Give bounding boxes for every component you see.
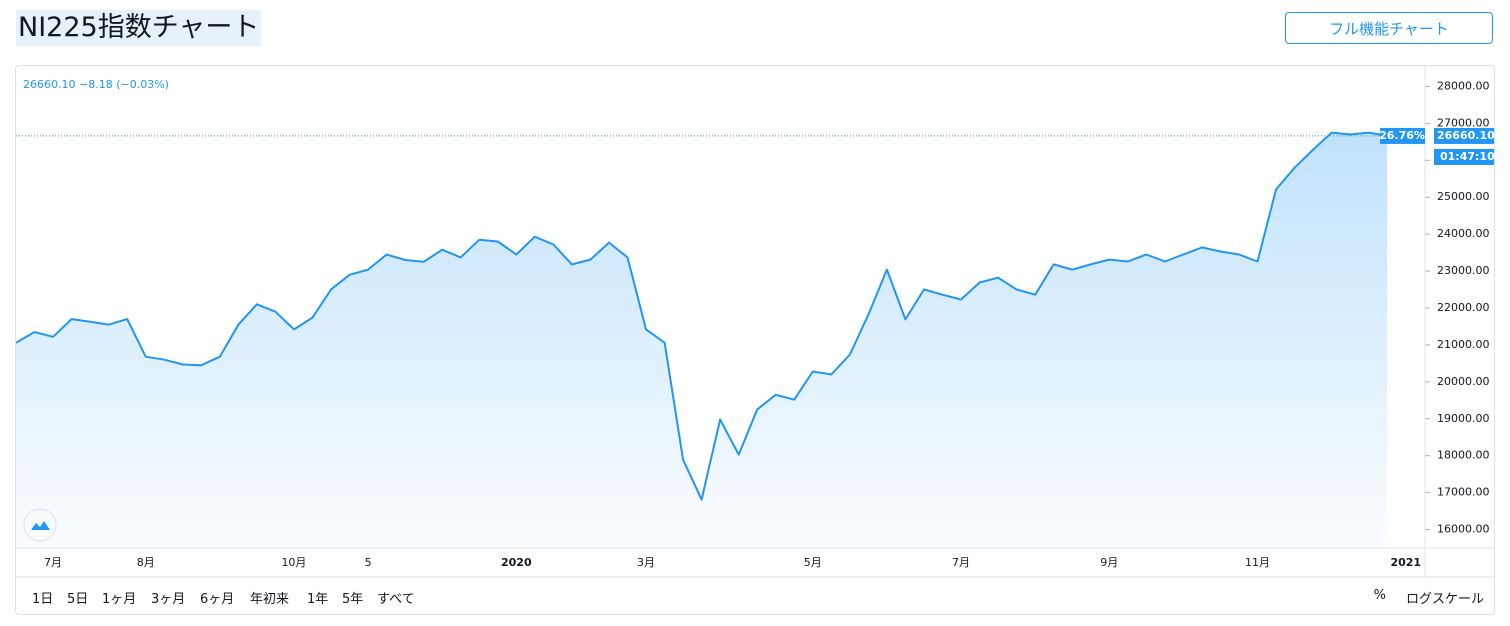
full-chart-button[interactable]: フル機能チャート <box>1285 12 1493 44</box>
x-tick-label: 10月 <box>281 556 306 569</box>
x-tick-label: 2020 <box>501 556 532 569</box>
y-tick-label: 27000.00 <box>1437 116 1490 129</box>
range-button[interactable]: 3ヶ月 <box>151 592 186 607</box>
y-tick-label: 22000.00 <box>1437 301 1490 314</box>
legend: 26660.10 −8.18 (−0.03%) <box>23 78 169 91</box>
range-button[interactable]: 6ヶ月 <box>200 592 235 607</box>
range-button[interactable]: すべて <box>377 592 415 607</box>
percent-toggle[interactable]: % <box>1373 588 1386 603</box>
x-tick-label: 5月 <box>804 556 822 569</box>
x-tick-label: 7月 <box>952 556 970 569</box>
range-button[interactable]: 年初来 <box>250 592 290 607</box>
y-tick-label: 24000.00 <box>1437 227 1490 240</box>
x-tick-label: 8月 <box>137 556 155 569</box>
y-tick-label: 16000.00 <box>1437 523 1490 536</box>
area <box>16 132 1388 548</box>
toolbar: 1日 5日 1ヶ月 3ヶ月 6ヶ月 年初来 1年 5年 すべて% ログスケール <box>16 580 1494 614</box>
range-button[interactable]: 1年 <box>307 592 329 607</box>
y-tick-label: 28000.00 <box>1437 79 1490 92</box>
range-button[interactable]: 1日 <box>32 592 54 607</box>
range-button[interactable]: 5年 <box>342 592 364 607</box>
y-tick-label: 23000.00 <box>1437 264 1490 277</box>
y-tick-label: 21000.00 <box>1437 338 1490 351</box>
log-scale-toggle[interactable]: ログスケール <box>1405 592 1484 607</box>
button-label[interactable]: フル機能チャート <box>1329 20 1449 38</box>
page-title: NI225指数チャート <box>16 10 262 46</box>
range-button[interactable]: 1ヶ月 <box>102 592 137 607</box>
x-tick-label: 9月 <box>1100 556 1118 569</box>
x-tick-label: 5 <box>365 556 372 569</box>
y-tick-label: 20000.00 <box>1437 375 1490 388</box>
countdown-label: 01:47:10 <box>1440 150 1495 163</box>
y-tick-label: 25000.00 <box>1437 190 1490 203</box>
chart-box <box>15 65 1495 615</box>
change-label: 26.76% <box>1379 129 1425 142</box>
y-tick-label: 19000.00 <box>1437 412 1490 425</box>
chart: 26660.10 −8.18 (−0.03%) 16000.00 17000.00… <box>15 66 1495 578</box>
y-tick-label: 17000.00 <box>1437 486 1490 499</box>
last-price-label: 26660.10 <box>1437 129 1495 142</box>
change-badge <box>1380 127 1425 144</box>
price-badge <box>1434 127 1494 144</box>
range-button[interactable]: 5日 <box>67 592 89 607</box>
countdown-badge <box>1434 148 1494 165</box>
x-tick-label: 3月 <box>637 556 655 569</box>
x-tick-label: 2021 <box>1390 556 1421 569</box>
price-line <box>15 131 1388 501</box>
x-tick-label: 7月 <box>44 556 62 569</box>
y-tick-label: 18000.00 <box>1437 449 1490 462</box>
x-tick-label: 11月 <box>1245 556 1270 569</box>
